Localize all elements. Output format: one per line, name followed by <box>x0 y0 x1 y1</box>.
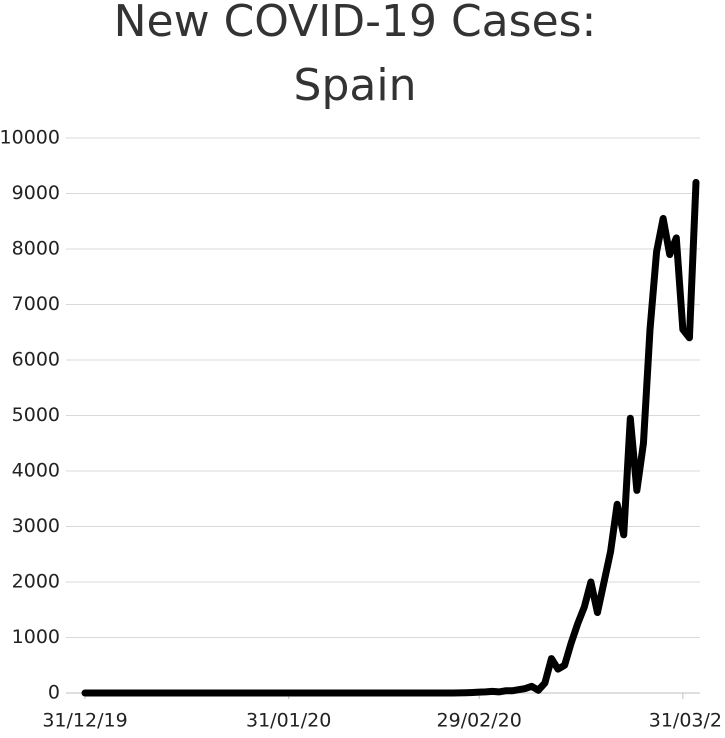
y-tick-label: 5000 <box>12 404 60 426</box>
x-tick-label: 29/02/20 <box>437 710 522 732</box>
y-tick-label: 7000 <box>12 293 60 315</box>
y-tick-label: 8000 <box>12 238 60 260</box>
x-tick-label: 31/03/2 <box>649 710 722 732</box>
y-tick-label: 6000 <box>12 349 60 371</box>
x-tick-label: 31/01/20 <box>246 710 331 732</box>
y-tick-label: 2000 <box>12 571 60 593</box>
chart-title: Spain <box>294 60 417 111</box>
x-tick-label: 31/12/19 <box>42 710 127 732</box>
y-tick-label: 1000 <box>12 626 60 648</box>
y-tick-label: 3000 <box>12 515 60 537</box>
y-tick-label: 10000 <box>0 127 60 149</box>
chart-title: New COVID-19 Cases: <box>114 0 597 47</box>
data-line <box>81 178 700 697</box>
y-tick-label: 4000 <box>12 460 60 482</box>
y-tick-label: 0 <box>48 682 60 704</box>
y-tick-label: 9000 <box>12 182 60 204</box>
